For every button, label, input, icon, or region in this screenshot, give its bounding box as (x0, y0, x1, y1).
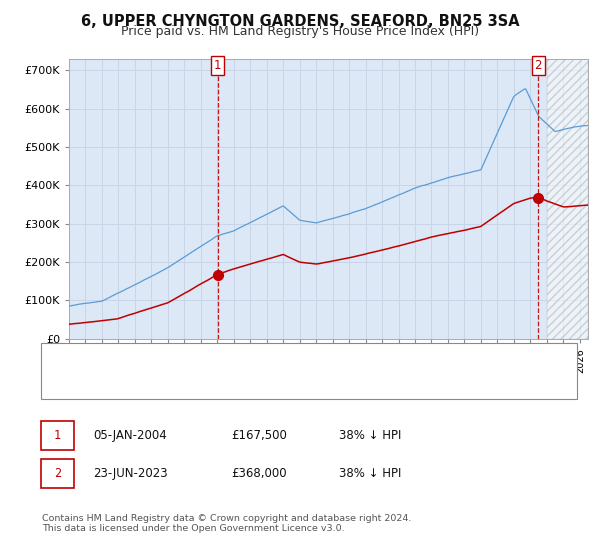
Text: 6, UPPER CHYNGTON GARDENS, SEAFORD, BN25 3SA (detached house): 6, UPPER CHYNGTON GARDENS, SEAFORD, BN25… (81, 354, 474, 364)
Text: 1: 1 (214, 59, 221, 72)
Text: £368,000: £368,000 (231, 466, 287, 480)
Bar (547, 59, 588, 339)
Text: 6, UPPER CHYNGTON GARDENS, SEAFORD, BN25 3SA: 6, UPPER CHYNGTON GARDENS, SEAFORD, BN25… (80, 14, 520, 29)
Text: 38% ↓ HPI: 38% ↓ HPI (339, 429, 401, 442)
Text: 2: 2 (535, 59, 542, 72)
Text: HPI: Average price, detached house, Lewes: HPI: Average price, detached house, Lewe… (81, 379, 317, 389)
Text: 2: 2 (54, 466, 61, 480)
Text: 23-JUN-2023: 23-JUN-2023 (93, 466, 167, 480)
Text: Price paid vs. HM Land Registry's House Price Index (HPI): Price paid vs. HM Land Registry's House … (121, 25, 479, 38)
Text: 38% ↓ HPI: 38% ↓ HPI (339, 466, 401, 480)
Text: Contains HM Land Registry data © Crown copyright and database right 2024.
This d: Contains HM Land Registry data © Crown c… (42, 514, 412, 534)
Text: 05-JAN-2004: 05-JAN-2004 (93, 429, 167, 442)
Text: 1: 1 (54, 429, 61, 442)
Text: £167,500: £167,500 (231, 429, 287, 442)
